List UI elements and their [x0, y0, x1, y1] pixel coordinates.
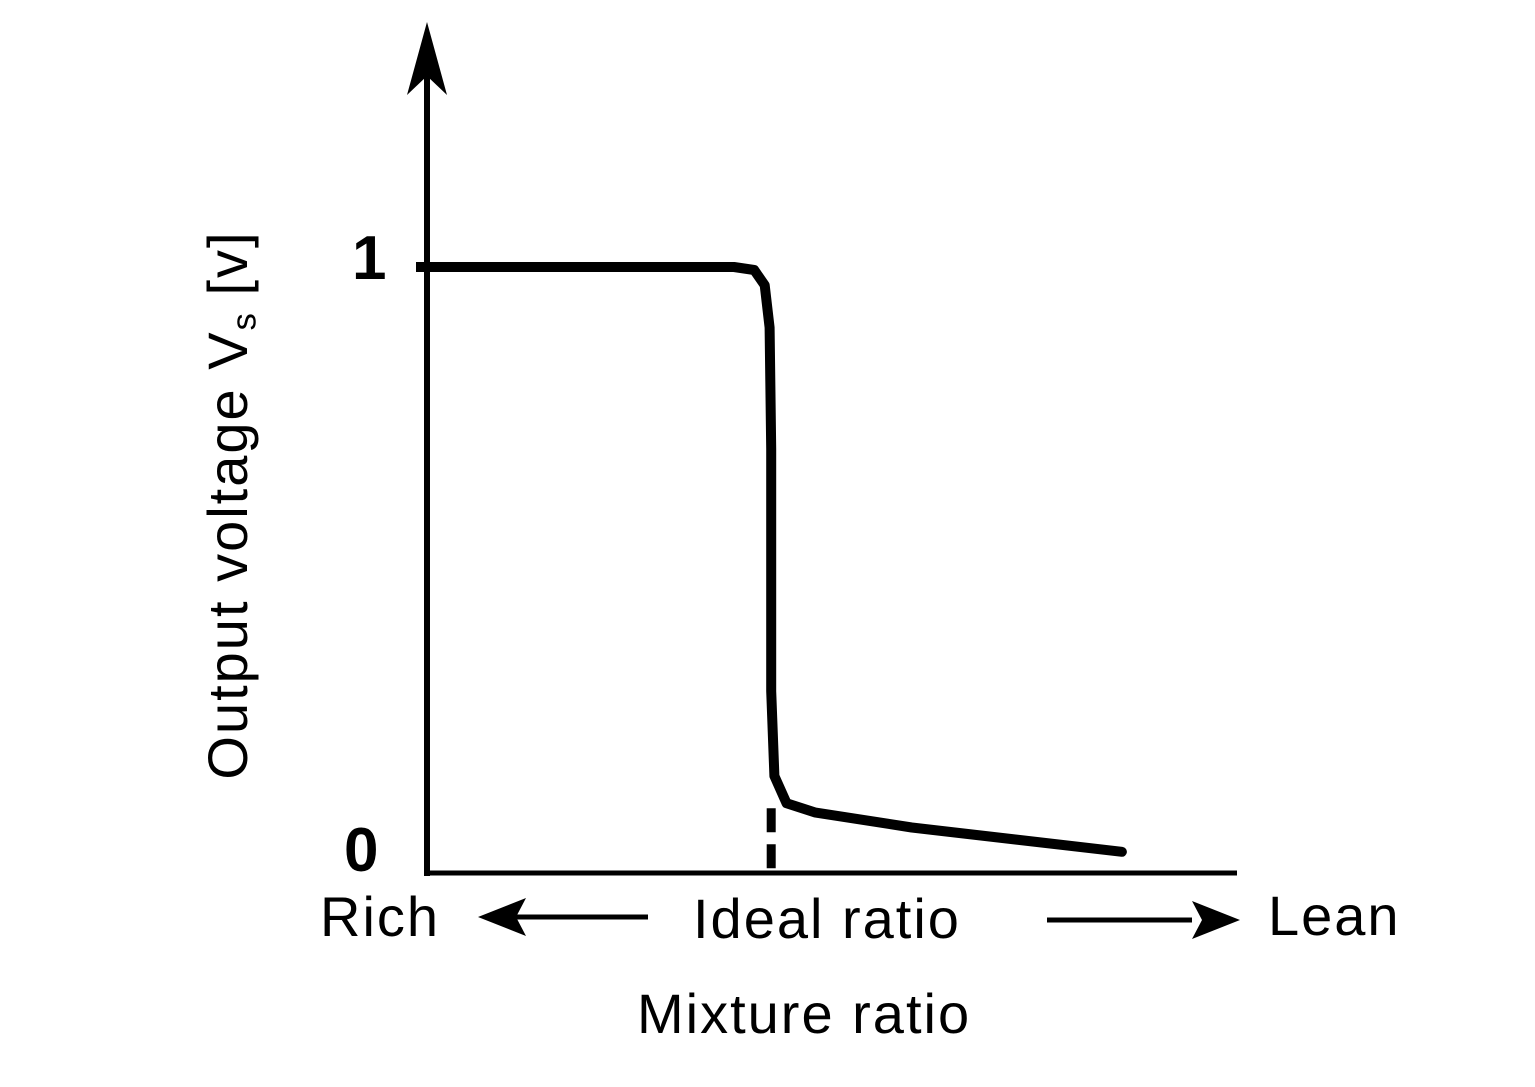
y-axis-label-subscript: s [225, 313, 264, 331]
rich-arrowhead [478, 898, 526, 936]
x-annotation-ideal-ratio: Ideal ratio [693, 887, 961, 950]
y-tick-label-1: 1 [352, 224, 387, 293]
x-axis-title: Mixture ratio [637, 982, 972, 1045]
y-axis-label: Output voltage Vs [v] [196, 230, 264, 779]
y-axis-label-unit: [v] [195, 230, 259, 314]
y-axis-arrowhead [407, 22, 447, 95]
lean-arrowhead [1192, 901, 1240, 939]
y-tick-label-0: 0 [344, 816, 379, 885]
x-annotation-rich: Rich [320, 885, 441, 948]
sensor-curve [422, 262, 1127, 857]
y-axis-label-main: Output voltage V [195, 330, 259, 780]
x-annotation-lean: Lean [1268, 884, 1401, 947]
